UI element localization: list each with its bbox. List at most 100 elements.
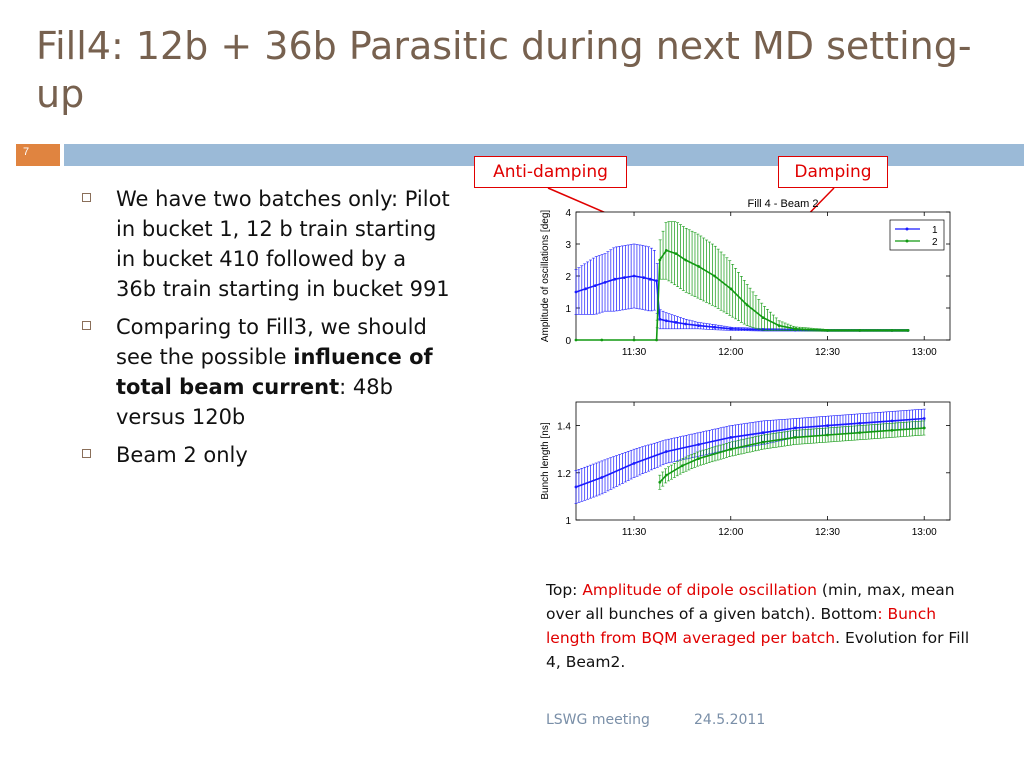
anti-damping-callout: Anti-damping: [474, 156, 627, 188]
y-tick-label: 1: [565, 516, 571, 527]
bullet-item: We have two batches only: Pilot in bucke…: [82, 184, 452, 304]
x-tick-label: 12:00: [718, 527, 743, 538]
data-point: [922, 426, 926, 430]
data-point: [584, 287, 588, 291]
data-point: [858, 431, 862, 435]
y-tick-label: 1.4: [557, 422, 571, 433]
footer-date: 24.5.2011: [694, 712, 766, 728]
caption-highlight: : Bunch length from BQM averaged per bat…: [546, 605, 937, 647]
data-point: [729, 436, 733, 439]
data-point: [664, 249, 668, 252]
caption-part: . Evolution for Fill 4, Beam2.: [546, 629, 970, 671]
data-point: [658, 258, 662, 262]
bullet-text-pre: Comparing to Fill3, we should see the po…: [116, 315, 427, 369]
data-point: [674, 321, 678, 324]
legend-marker: [905, 239, 909, 243]
data-point: [655, 279, 659, 283]
data-point: [684, 322, 688, 326]
data-point: [761, 431, 765, 435]
bullet-text: We have two batches only: Pilot in bucke…: [116, 187, 450, 301]
y-tick-label: 1.2: [557, 469, 571, 480]
data-point: [729, 287, 733, 291]
data-point: [658, 317, 662, 321]
data-point: [603, 281, 607, 284]
data-point: [793, 327, 797, 331]
data-point: [697, 443, 700, 446]
slide-number: 7: [16, 144, 60, 166]
x-tick-label: 11:30: [622, 527, 647, 538]
legend-box: [889, 219, 945, 251]
plot-frame: [575, 401, 951, 521]
data-point: [858, 421, 862, 425]
square-bullet-icon: [82, 321, 91, 330]
legend-marker: [905, 227, 909, 231]
caption-part: Top:: [546, 581, 583, 599]
data-point: [761, 440, 765, 444]
series-2: [658, 420, 926, 490]
y-tick-label: 2: [565, 272, 571, 283]
x-tick-label: 12:00: [718, 347, 743, 358]
y-tick-label: 3: [565, 240, 571, 251]
data-point: [664, 473, 668, 477]
y-tick-label: 4: [565, 208, 571, 219]
square-bullet-icon: [82, 449, 91, 458]
data-point: [632, 274, 636, 278]
data-point: [642, 276, 646, 279]
data-point: [697, 265, 700, 268]
caption-highlight: Amplitude of dipole oscillation: [582, 581, 817, 599]
data-point: [664, 450, 668, 453]
amplitude-chart: Fill 4 - Beam 2 Amplitude of oscillations…: [540, 198, 951, 358]
series-line: [575, 417, 925, 488]
data-point: [729, 447, 733, 451]
figure-caption: Top: Amplitude of dipole oscillation (mi…: [546, 578, 986, 674]
data-point: [680, 464, 684, 468]
data-point: [674, 252, 678, 255]
bullet-text-post: : 48b versus 120b: [116, 375, 393, 429]
data-point: [613, 277, 617, 281]
data-point: [793, 426, 797, 430]
data-point: [658, 480, 662, 484]
data-point: [729, 327, 733, 331]
x-tick-label: 13:00: [912, 527, 937, 538]
data-point: [593, 284, 597, 287]
y-axis-label: Bunch length [ns]: [540, 422, 551, 499]
slide-title: Fill4: 12b + 36b Parasitic during next M…: [36, 24, 972, 116]
data-point: [922, 417, 926, 420]
damping-callout: Damping: [778, 156, 888, 188]
footer-meeting: LSWG meeting: [546, 712, 650, 728]
legend-label: 2: [932, 237, 938, 248]
data-point: [826, 329, 829, 332]
data-point: [648, 277, 652, 281]
series-2: [574, 221, 910, 342]
bunch-length-chart: Bunch length [ns] 1 1.2 1.4 11:30 12:00 12:30 1…: [540, 401, 951, 538]
data-point: [713, 274, 717, 278]
bullet-list: We have two batches only: Pilot in bucke…: [82, 184, 452, 478]
square-bullet-icon: [82, 193, 91, 202]
data-point: [622, 276, 626, 279]
data-point: [655, 338, 659, 342]
data-point: [600, 338, 604, 342]
y-axis-label: Amplitude of oscillations [deg]: [540, 210, 551, 343]
data-point: [906, 329, 910, 332]
data-point: [858, 329, 862, 332]
data-point: [745, 303, 749, 307]
bullet-text-bold: influence of total beam current: [116, 345, 433, 399]
data-point: [697, 324, 700, 327]
y-tick-label: 0: [565, 336, 571, 347]
data-point: [826, 433, 829, 437]
data-point: [600, 476, 604, 479]
data-point: [664, 319, 668, 323]
data-point: [890, 428, 894, 432]
x-tick-label: 12:30: [815, 347, 840, 358]
data-point: [890, 329, 894, 332]
data-point: [574, 485, 578, 489]
y-tick-label: 1: [565, 304, 571, 315]
chart-title: Fill 4 - Beam 2: [748, 198, 819, 210]
data-point: [574, 338, 578, 342]
bullet-item: Comparing to Fill3, we should see the po…: [82, 312, 452, 432]
data-point: [761, 316, 765, 319]
caption-part: (min, max, mean over all bunches of a gi…: [546, 581, 955, 623]
data-point: [793, 436, 797, 439]
legend-label: 1: [932, 225, 938, 236]
bullet-item: Beam 2 only: [82, 440, 452, 470]
